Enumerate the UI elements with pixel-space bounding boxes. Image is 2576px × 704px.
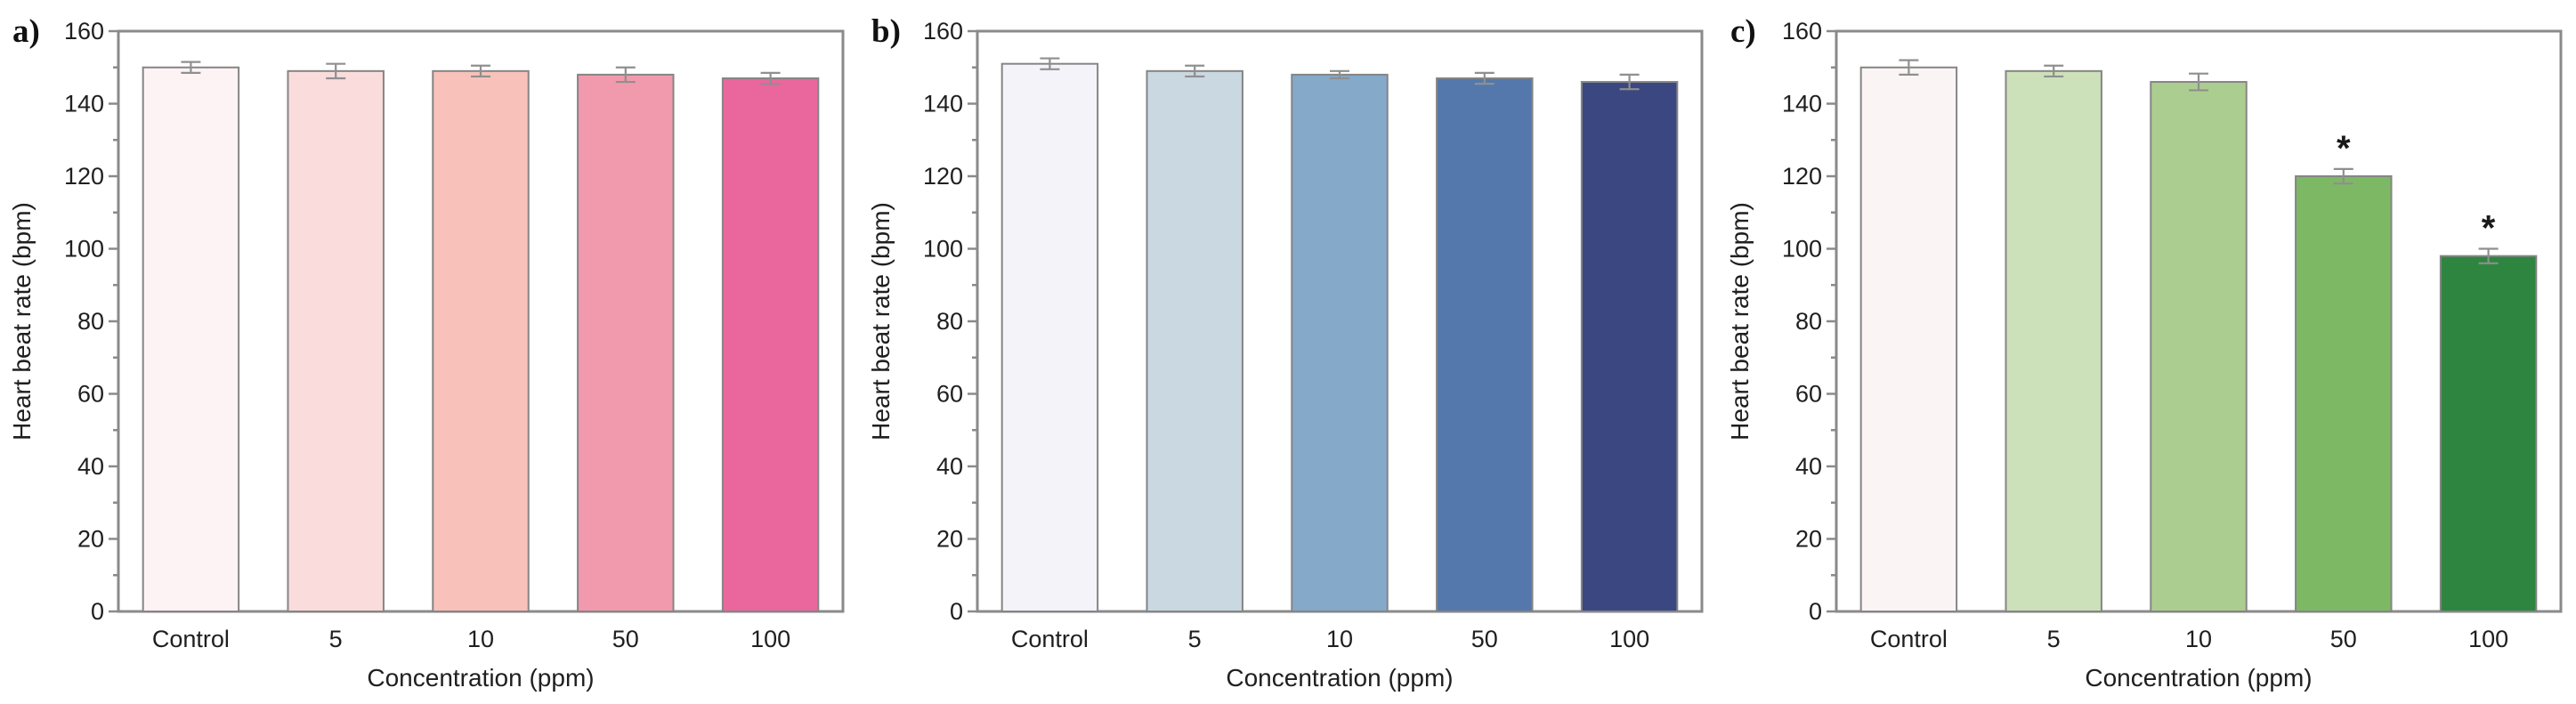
x-category-label: 5 [2047, 626, 2061, 652]
y-tick-label: 160 [923, 18, 963, 45]
bar [2295, 175, 2393, 612]
y-tick-label: 60 [1795, 381, 1822, 408]
x-category-label: 100 [750, 626, 790, 652]
panel-a: a) 0 20 40 60 80 100 120 140 160 Control 5 10 50 100 C… [0, 0, 859, 704]
x-category-label: 10 [467, 626, 494, 652]
x-axis-title: Concentration (ppm) [1226, 664, 1453, 692]
significance-marker: * [2482, 209, 2496, 248]
panel-c-letter: c) [1730, 13, 1756, 50]
x-category-label: 50 [612, 626, 639, 652]
y-tick-label: 40 [1795, 453, 1822, 480]
x-category-label: Control [1011, 626, 1089, 652]
x-category-label: 5 [1188, 626, 1202, 652]
y-tick-label: 120 [1782, 163, 1822, 190]
y-tick-label: 60 [77, 381, 104, 408]
bar [721, 77, 820, 613]
x-category-label: 10 [2185, 626, 2212, 652]
panel-c-bar-chart: 0 20 40 60 80 100 120 140 160 Control 5 10 * 50 * 100 Co… [1726, 18, 2563, 692]
y-tick-label: 0 [91, 598, 104, 625]
x-category-label: 100 [1609, 626, 1649, 652]
x-category-label: 5 [329, 626, 343, 652]
panel-b-letter: b) [871, 13, 901, 50]
bar [1436, 77, 1534, 613]
y-tick-label: 80 [936, 308, 963, 335]
x-category-label: 50 [1471, 626, 1498, 652]
bar [2439, 255, 2538, 612]
y-tick-label: 120 [923, 163, 963, 190]
y-axis-title: Heart beat rate (bpm) [1726, 202, 1754, 441]
y-tick-label: 60 [936, 381, 963, 408]
bar [432, 69, 530, 612]
y-tick-label: 20 [77, 526, 104, 553]
y-tick-label: 120 [64, 163, 104, 190]
y-tick-label: 160 [1782, 18, 1822, 45]
y-tick-label: 80 [1795, 308, 1822, 335]
x-category-label: 100 [2468, 626, 2508, 652]
significance-marker: * [2337, 129, 2351, 168]
y-tick-label: 20 [936, 526, 963, 553]
bar [2150, 81, 2248, 613]
y-tick-label: 160 [64, 18, 104, 45]
x-category-label: Control [1870, 626, 1948, 652]
y-axis-title: Heart beat rate (bpm) [8, 202, 36, 441]
y-tick-label: 100 [1782, 236, 1822, 263]
bar [577, 73, 675, 612]
y-tick-label: 140 [1782, 91, 1822, 117]
x-category-label: Control [152, 626, 230, 652]
bar [287, 69, 385, 612]
panel-a-letter: a) [12, 13, 40, 50]
x-axis-title: Concentration (ppm) [2085, 664, 2312, 692]
bar [1859, 66, 1958, 612]
y-tick-label: 20 [1795, 526, 1822, 553]
bar [1146, 69, 1243, 612]
y-tick-label: 100 [923, 236, 963, 263]
panel-a-bar-chart: 0 20 40 60 80 100 120 140 160 Control 5 10 50 100 Conc… [8, 18, 845, 692]
x-axis-title: Concentration (ppm) [367, 664, 594, 692]
panel-b-bar-chart: 0 20 40 60 80 100 120 140 160 Control 5 10 50 100 Conc… [867, 18, 1704, 692]
y-axis-title: Heart beat rate (bpm) [867, 202, 895, 441]
bar [1291, 73, 1389, 612]
y-tick-label: 80 [77, 308, 104, 335]
bar [142, 66, 240, 612]
y-tick-label: 40 [77, 453, 104, 480]
y-tick-label: 0 [950, 598, 963, 625]
panel-c: c) 0 20 40 60 80 100 120 140 160 Control 5 10 * 50 * 10… [1718, 0, 2576, 704]
x-category-label: 50 [2330, 626, 2357, 652]
bar [2005, 69, 2102, 612]
y-tick-label: 40 [936, 453, 963, 480]
bar [1000, 62, 1099, 613]
y-tick-label: 100 [64, 236, 104, 263]
panel-b: b) 0 20 40 60 80 100 120 140 160 Control 5 10 50 100 C… [859, 0, 1718, 704]
y-tick-label: 0 [1809, 598, 1822, 625]
y-tick-label: 140 [923, 91, 963, 117]
x-category-label: 10 [1326, 626, 1353, 652]
bar [1580, 81, 1679, 613]
y-tick-label: 140 [64, 91, 104, 117]
